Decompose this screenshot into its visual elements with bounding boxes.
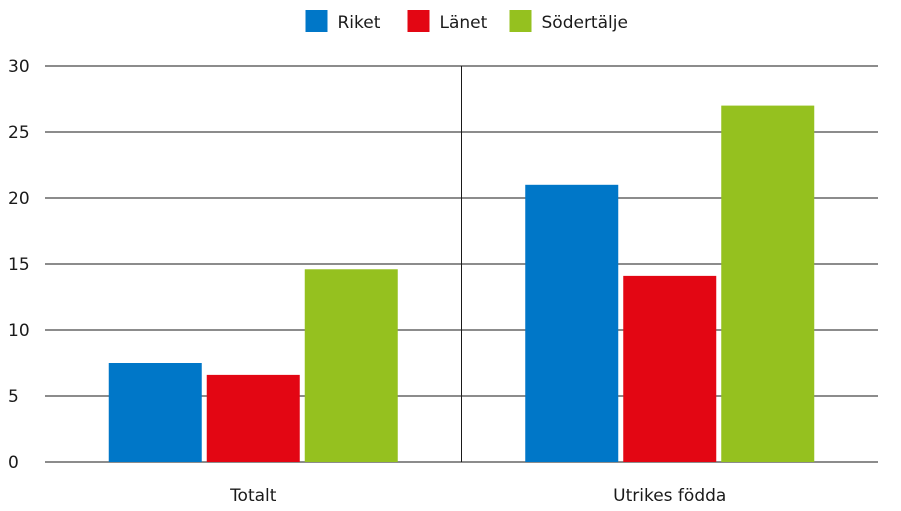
- y-tick-label: 20: [8, 189, 30, 209]
- y-tick-label: 5: [8, 387, 19, 407]
- y-axis-ticks: 0 5 10 15 20 25 30: [8, 57, 30, 473]
- legend-item: Riket: [305, 10, 381, 33]
- bar-s-dert-lje-0: [304, 269, 398, 462]
- y-tick-label: 15: [8, 255, 30, 275]
- y-tick-label: 0: [8, 453, 19, 473]
- legend-swatch: [407, 10, 430, 32]
- bars: [108, 105, 815, 463]
- bar-riket-1: [525, 184, 619, 463]
- legend-item: Södertälje: [509, 10, 628, 33]
- legend-label: Riket: [338, 13, 381, 33]
- x-tick-label: Utrikes födda: [613, 486, 726, 506]
- legend-label: Länet: [440, 13, 488, 33]
- bar-riket-0: [108, 363, 202, 462]
- bar-l-net-1: [623, 275, 717, 462]
- legend-label: Södertälje: [542, 13, 628, 33]
- legend: Riket Länet Södertälje: [305, 10, 628, 33]
- x-tick-label: Totalt: [229, 486, 277, 506]
- y-tick-label: 25: [8, 123, 30, 143]
- x-axis-ticks: Totalt Utrikes födda: [229, 486, 726, 506]
- bar-s-dert-lje-1: [721, 105, 815, 462]
- bar-l-net-0: [206, 374, 300, 462]
- legend-swatch: [509, 10, 532, 32]
- legend-item: Länet: [407, 10, 488, 33]
- legend-swatch: [305, 10, 328, 32]
- y-tick-label: 30: [8, 57, 30, 77]
- y-tick-label: 10: [8, 321, 30, 341]
